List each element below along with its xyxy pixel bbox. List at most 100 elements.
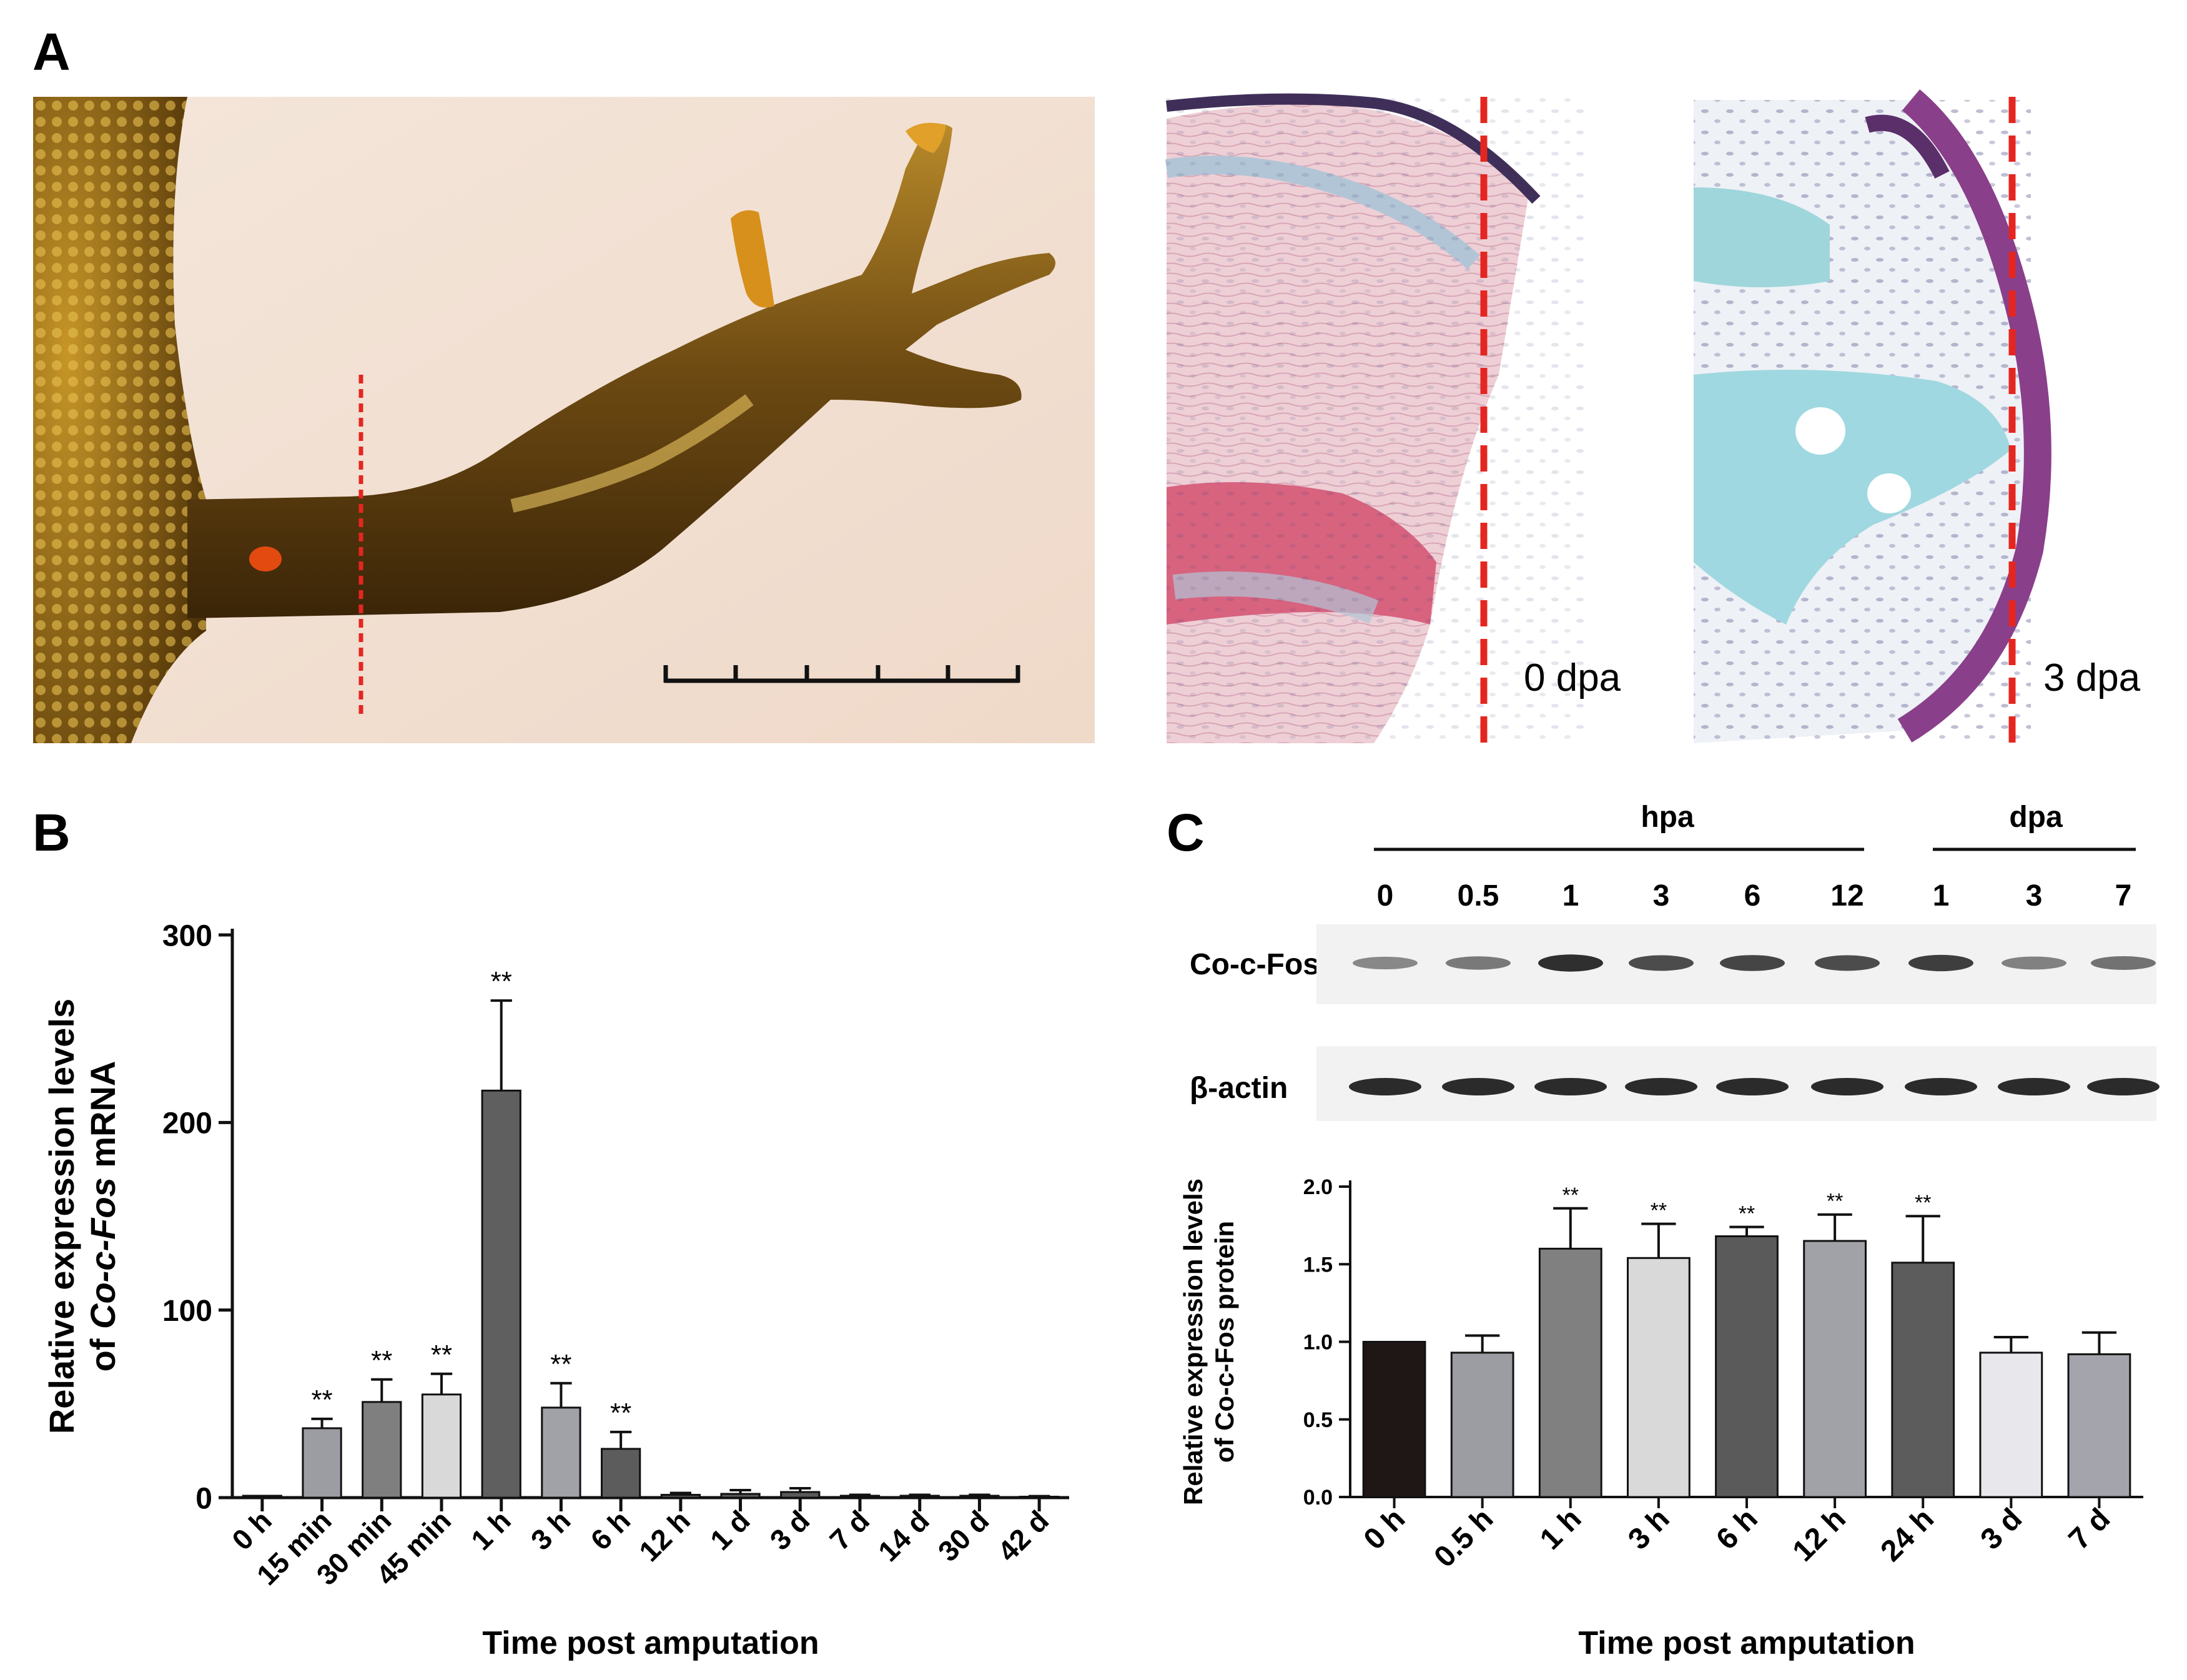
chart-b-bar: [302, 1427, 342, 1499]
scale-bar: [663, 665, 1020, 683]
chart-b-bar: [1019, 1495, 1060, 1499]
chart-c-bar: [1979, 1351, 2043, 1498]
chart-b-significance: **: [311, 1385, 332, 1415]
chart-c-y-tick-label: 0.5: [1303, 1408, 1333, 1432]
chart-b-bar: [780, 1491, 821, 1499]
actin-band: [1442, 1078, 1514, 1095]
panel-letter-a: A: [32, 22, 71, 81]
histology-label-3dpa: 3 dpa: [2043, 656, 2141, 699]
chart-b-bar: [242, 1495, 282, 1499]
actin-band: [1905, 1078, 1977, 1095]
actin-band: [1625, 1078, 1697, 1095]
actin-band: [1811, 1078, 1883, 1095]
limb-photograph: [33, 97, 1095, 743]
chart-c-y-label-line: of Co-c-Fos protein: [1210, 1221, 1239, 1463]
lane-label: 6: [1744, 879, 1761, 912]
chart-b-bar: [362, 1401, 402, 1499]
actin-band: [1534, 1078, 1607, 1095]
chart-c-bar: [1362, 1341, 1426, 1498]
chart-c-significance: **: [1651, 1199, 1667, 1223]
group-label-hpa: hpa: [1641, 801, 1694, 834]
lane-labels: 0 0.5 1 3 6 12 1 3 7: [1377, 879, 2132, 912]
cfos-band: [1446, 956, 1511, 970]
chart-b-significance: **: [550, 1349, 571, 1380]
chart-c-significance: **: [1562, 1183, 1579, 1207]
cfos-band: [1538, 954, 1603, 972]
chart-b-y-tick-label: 300: [162, 919, 212, 952]
chart-c-bar: [1627, 1257, 1691, 1498]
lane-label: 3: [1653, 879, 1670, 912]
cfos-band: [1353, 956, 1418, 970]
chart-c-bar: [1538, 1247, 1602, 1498]
chart-b-category-label: 3 d: [764, 1504, 816, 1556]
chart-c-category-label: 3 h: [1622, 1502, 1676, 1556]
histology-0dpa: [1165, 93, 1585, 743]
chart-c-category-label: 24 h: [1875, 1502, 1940, 1568]
row-label-cfos: Co-c-Fos: [1190, 948, 1320, 981]
chart-c-significance: **: [1915, 1191, 1931, 1215]
chart-b-bar: [839, 1495, 881, 1499]
chart-b-y-label-line: of Co-c-Fos mRNA: [83, 1061, 122, 1372]
cfos-bands: [1353, 954, 2156, 972]
cfos-band: [2002, 956, 2066, 970]
actin-band: [1998, 1078, 2070, 1095]
chart-b-y-tick-label: 200: [162, 1107, 212, 1140]
chart-c-category-label: 0 h: [1358, 1502, 1412, 1556]
chart-c-y-tick-label: 1.0: [1303, 1331, 1333, 1355]
lane-label: 12: [1830, 879, 1864, 912]
histology-label-0dpa: 0 dpa: [1524, 656, 1621, 699]
lane-label: 0: [1377, 879, 1394, 912]
chart-b-bar: [660, 1493, 701, 1499]
chart-b-bar: [421, 1393, 462, 1499]
chart-b-x-label: Time post amputation: [482, 1625, 819, 1661]
chart-c-y-label-line: Relative expression levels: [1178, 1178, 1208, 1505]
chart-b-category-label: 3 h: [525, 1504, 577, 1556]
lane-label: 1: [1562, 879, 1579, 912]
chart-c-bar: [1715, 1235, 1779, 1498]
chart-c-category-label: 12 h: [1786, 1502, 1852, 1568]
chart-c-bar: [1891, 1262, 1955, 1498]
chart-c-category-label: 6 h: [1710, 1502, 1764, 1556]
cfos-band: [1720, 955, 1785, 971]
chart-b-significance: **: [371, 1345, 392, 1376]
chart-b-bar: [541, 1406, 581, 1499]
chart-b-bar: [481, 1089, 521, 1499]
lane-label: 3: [2026, 879, 2043, 912]
western-blot: hpa dpa 0 0.5 1 3 6 12 1 3 7 Co-c-Fos β-actin: [1190, 801, 2160, 1121]
cfos-band: [1908, 954, 1973, 972]
chart-c-y-tick-label: 0.0: [1303, 1486, 1333, 1510]
actin-band: [1349, 1078, 1421, 1095]
cfos-band: [1815, 955, 1880, 971]
chart-c-y-tick-label: 1.5: [1303, 1253, 1333, 1277]
cfos-band: [2091, 956, 2156, 970]
actin-band: [1716, 1078, 1789, 1095]
chart-c: 0.0 0.5 1.0 1.5 2.0 0 h 0.5 h ** 1 h ** 3 h ** 6 h **…: [1178, 1175, 2143, 1661]
row-label-actin: β-actin: [1190, 1072, 1288, 1105]
chart-c-category-label: 3 d: [1975, 1502, 2029, 1556]
chart-c-bar: [1450, 1351, 1514, 1498]
group-label-dpa: dpa: [2009, 801, 2063, 834]
histology-3dpa: [1694, 89, 2131, 743]
cfos-band: [1629, 955, 1694, 971]
chart-b-category-label: 1 h: [465, 1504, 517, 1556]
chart-b-significance: **: [491, 966, 512, 997]
panel-letter-b: B: [32, 803, 71, 862]
chart-b-category-label: 42 d: [991, 1504, 1055, 1568]
chart-b-category-label: 7 d: [823, 1504, 876, 1556]
chart-b-category-label: 12 h: [633, 1504, 696, 1568]
chart-b-y-label-line: Relative expression levels: [42, 999, 81, 1434]
chart-b-category-label: 14 d: [872, 1504, 936, 1568]
chart-b-category-label: 30 d: [932, 1504, 995, 1568]
chart-c-x-label: Time post amputation: [1578, 1625, 1915, 1661]
chart-b-significance: **: [431, 1340, 452, 1370]
chart-c-bar: [2067, 1353, 2131, 1498]
chart-b-y-tick-label: 0: [195, 1482, 212, 1515]
chart-b-bar: [959, 1495, 1000, 1499]
chart-b-bar: [601, 1448, 641, 1499]
lane-label: 0.5: [1458, 879, 1499, 912]
chart-c-significance: **: [1739, 1202, 1755, 1226]
chart-b-significance: **: [610, 1398, 631, 1428]
chart-b-category-label: 1 d: [704, 1504, 756, 1556]
chart-c-category-label: 7 d: [2063, 1502, 2117, 1556]
